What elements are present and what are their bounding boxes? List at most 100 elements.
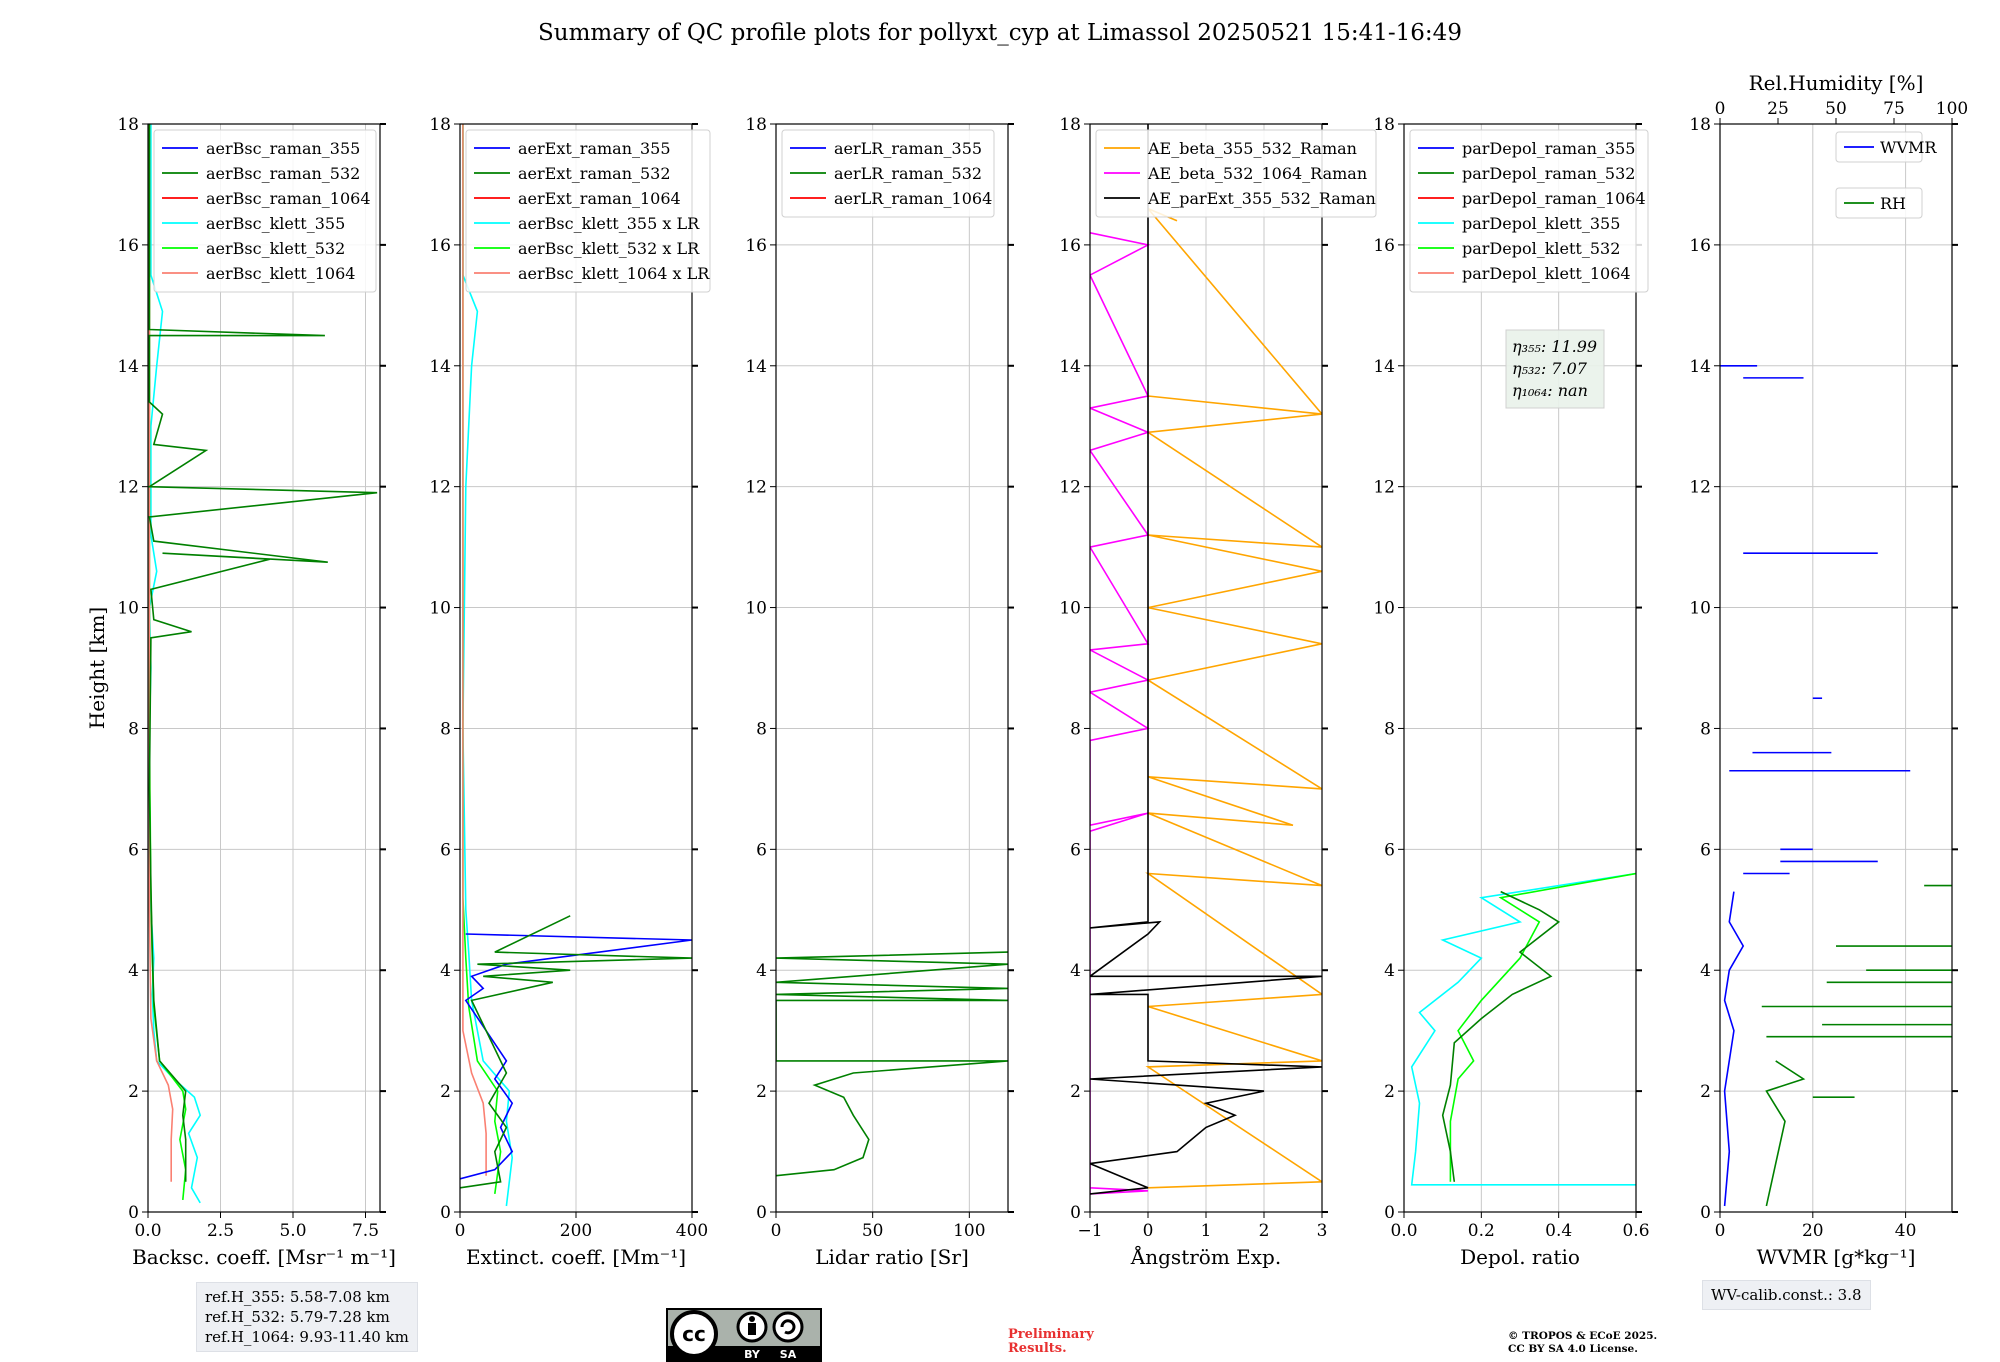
- series-line-aerBsc_klett_355 x LR: [462, 124, 514, 1207]
- xtick-label: 3: [1317, 1221, 1328, 1241]
- legend-label: AE_beta_355_532_Raman: [1147, 139, 1357, 158]
- ytick-label: 14: [117, 357, 139, 377]
- top-xtick-label: 50: [1825, 99, 1847, 119]
- ytick-label: 2: [756, 1082, 767, 1102]
- ytick-label: 14: [745, 357, 767, 377]
- ytick-label: 0: [1070, 1203, 1081, 1223]
- series-line-parDepol_klett_355: [1410, 872, 1636, 1186]
- legend-box: [1835, 131, 1923, 163]
- series-line-RH: [1765, 1060, 1806, 1207]
- ytick-label: 4: [1070, 961, 1081, 981]
- ytick-label: 12: [1689, 478, 1711, 498]
- panel-lr: 0 2 4 6 8 10 12 14 16 18 0 50 100 Lidar ratio [Sr] aer…: [745, 115, 1014, 1269]
- ytick-label: 16: [117, 236, 139, 256]
- ytick-label: 12: [745, 478, 767, 498]
- series-line-parDepol_raman_532: [1441, 890, 1561, 1182]
- legend-box: [465, 129, 711, 293]
- ytick-label: 2: [1070, 1082, 1081, 1102]
- top-xtick-label: 100: [1936, 99, 1968, 119]
- series-line-aerBsc_klett_1064 x LR: [462, 124, 487, 1176]
- wv-calib-text: WV-calib.const.: 3.8: [1711, 1286, 1862, 1304]
- legend-label: aerBsc_raman_532: [206, 164, 360, 183]
- figure-title: Summary of QC profile plots for pollyxt_…: [538, 20, 1462, 46]
- ytick-label: 18: [117, 115, 139, 135]
- legend-label: aerExt_raman_355: [518, 139, 671, 158]
- xtick-label: 400: [676, 1221, 708, 1241]
- top-xtick-label: 25: [1767, 99, 1789, 119]
- legend-label: aerBsc_klett_532: [206, 239, 345, 258]
- x-axis-label: WVMR [g*kg⁻¹]: [1757, 1245, 1916, 1269]
- legend-label: aerBsc_klett_1064 x LR: [518, 264, 710, 283]
- ytick-label: 8: [756, 719, 767, 739]
- legend-label: parDepol_klett_355: [1462, 214, 1620, 233]
- panel-bsc: 0 2 4 6 8 10 12 14 16 18 0.0 2.5 5.0 7.5 Backsc. coeff…: [117, 115, 396, 1269]
- ytick-label: 2: [440, 1082, 451, 1102]
- eta-box: [1505, 329, 1605, 409]
- ref-height-355: ref.H_355: 5.58-7.08 km: [205, 1288, 390, 1306]
- series-line-parDepol_klett_532: [1449, 872, 1636, 1182]
- ytick-label: 2: [128, 1082, 139, 1102]
- legend-label: aerBsc_klett_355 x LR: [518, 214, 700, 233]
- series-group: [148, 124, 378, 1204]
- ytick-label: 0: [440, 1203, 451, 1223]
- ytick-label: 12: [1373, 478, 1395, 498]
- top-xtick-label: 75: [1883, 99, 1905, 119]
- top-xtick-label: 0: [1715, 99, 1726, 119]
- ytick-label: 18: [429, 115, 451, 135]
- series-line-AE_beta_355_532_Raman: [1145, 207, 1322, 1189]
- ytick-label: 6: [756, 840, 767, 860]
- xtick-label: 5.0: [279, 1221, 306, 1241]
- ytick-label: 6: [1070, 840, 1081, 860]
- series-group: [1410, 872, 1636, 1186]
- preliminary-results-note: Preliminary Results.: [1008, 1327, 1094, 1356]
- ytick-label: 6: [1700, 840, 1711, 860]
- ytick-label: 14: [1373, 357, 1395, 377]
- series-line-aerLR_raman_532: [776, 951, 1008, 1177]
- ytick-label: 0: [1700, 1203, 1711, 1223]
- ytick-label: 10: [745, 599, 767, 619]
- svg-text:SA: SA: [780, 1348, 797, 1361]
- ytick-label: 14: [429, 357, 451, 377]
- ytick-label: 0: [1384, 1203, 1395, 1223]
- legend-label: aerLR_raman_355: [834, 139, 982, 158]
- xtick-label: 0.6: [1622, 1221, 1649, 1241]
- xtick-label: 0: [455, 1221, 466, 1241]
- eta-value: η₃₅₅: 11.99: [1512, 337, 1597, 356]
- series-group: [1720, 364, 1952, 1207]
- legend-label: aerBsc_raman_355: [206, 139, 360, 158]
- ytick-label: 16: [1059, 236, 1081, 256]
- x-axis-label: Backsc. coeff. [Msr⁻¹ m⁻¹]: [132, 1245, 396, 1269]
- ref-height-532: ref.H_532: 5.79-7.28 km: [205, 1308, 390, 1326]
- xtick-label: 40: [1895, 1221, 1917, 1241]
- legend-box: [1835, 187, 1923, 219]
- legend-box: [1095, 129, 1377, 218]
- series-line-AE_parExt_355_532_Raman: [1090, 124, 1322, 1195]
- series-line-WVMR: [1723, 891, 1745, 1207]
- xtick-label: 0.0: [134, 1221, 161, 1241]
- series-line-aerExt_raman_532: [460, 915, 692, 1189]
- xtick-label: −1: [1077, 1221, 1102, 1241]
- x-axis-label: Lidar ratio [Sr]: [815, 1245, 969, 1269]
- series-group: [1090, 124, 1322, 1195]
- xtick-label: 200: [560, 1221, 592, 1241]
- legend-label: aerExt_raman_1064: [518, 189, 681, 208]
- ytick-label: 10: [429, 599, 451, 619]
- ytick-label: 12: [1059, 478, 1081, 498]
- legend-label: aerBsc_klett_532 x LR: [518, 239, 700, 258]
- xtick-label: 100: [953, 1221, 985, 1241]
- panel-ext: 0 2 4 6 8 10 12 14 16 18 0 200 400 Extinct. coeff. [M…: [429, 115, 711, 1269]
- wv-calib-box: WV-calib.const.: 3.8: [1702, 1280, 1871, 1310]
- legend-label: aerLR_raman_1064: [834, 189, 992, 208]
- ytick-label: 2: [1384, 1082, 1395, 1102]
- legend-label: aerBsc_raman_1064: [206, 189, 371, 208]
- legend-label: aerExt_raman_532: [518, 164, 671, 183]
- y-axis-label: Height [km]: [85, 607, 109, 729]
- x-axis-label: Extinct. coeff. [Mm⁻¹]: [466, 1245, 686, 1269]
- ytick-label: 4: [128, 961, 139, 981]
- axes-frame: [775, 123, 1009, 1213]
- legend-label: aerLR_raman_532: [834, 164, 982, 183]
